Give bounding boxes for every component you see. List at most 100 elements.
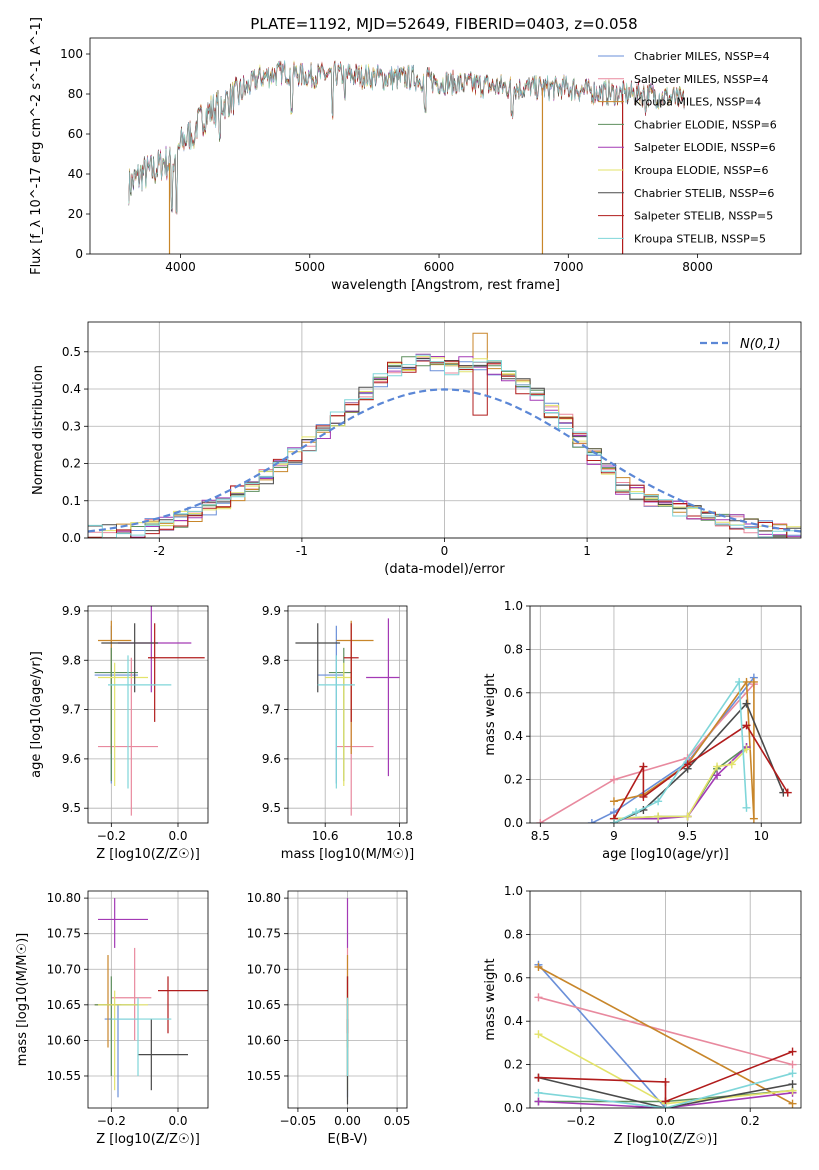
x-tick-label: -2: [153, 544, 165, 558]
errorbar-point-4: [98, 898, 148, 948]
grid: [530, 890, 801, 1109]
legend-label: N(0,1): [740, 337, 781, 352]
grid: [288, 606, 407, 823]
y-tick-label: 9.6: [262, 752, 281, 766]
errorbar-point-5: [98, 662, 148, 787]
weight-series-1: [538, 996, 793, 1066]
y-tick-label: 100: [60, 47, 83, 61]
x-tick-label: 8.5: [531, 829, 550, 843]
y-tick-label: 9.5: [262, 801, 281, 815]
weight-vs-metallicity-panel: −0.2 0.0 0.2 0.0 0.2 0.4 0.6 0.8 1.0 Z [log10(Z/Z…: [483, 884, 802, 1147]
x-axis-label: Z [log10(Z/Z☉)]: [96, 847, 200, 862]
weight-marker: [654, 812, 663, 821]
legend-label-4: Salpeter ELODIE, NSSP=6: [634, 141, 776, 154]
y-axis-label: age [log10(age/yr)]: [29, 651, 44, 778]
weight-marker: [788, 1069, 797, 1078]
y-tick-label: 9.5: [62, 801, 81, 815]
plot-area: [534, 960, 797, 1108]
weight-marker: [749, 677, 758, 686]
x-tick-label: 9: [610, 829, 618, 843]
weight-series-6: [538, 1076, 793, 1108]
weight-marker: [639, 762, 648, 771]
y-tick-label: 0.2: [62, 457, 81, 471]
errorbar-point-1: [336, 657, 374, 816]
y-tick-label: 0.1: [62, 494, 81, 508]
axes-frame: [87, 321, 802, 539]
x-tick-label: −0.2: [97, 1114, 126, 1128]
x-tick-label: 2: [726, 544, 734, 558]
legend-label-8: Kroupa STELIB, NSSP=5: [634, 232, 766, 245]
errorbar-point-3: [94, 647, 138, 782]
y-tick-label: 10.60: [47, 1033, 81, 1047]
grid: [88, 606, 208, 823]
weight-marker: [788, 1060, 797, 1069]
y-tick-label: 0.8: [504, 927, 523, 941]
y-tick-label: 10.70: [247, 962, 281, 976]
plot-area: [88, 332, 801, 538]
histogram-series-8: [88, 354, 801, 538]
errorbar-point-7: [343, 623, 359, 722]
y-axis-label: mass weight: [483, 958, 498, 1040]
errorbar-point-0: [317, 625, 344, 784]
age-vs-metallicity-panel: −0.2 0.0 9.5 9.6 9.7 9.8 9.9 Z [log10(Z/Z☉)] age…: [29, 604, 209, 862]
y-tick-label: 60: [68, 127, 83, 141]
ticks: −0.05 0.00 0.05 10.55 10.60 10.65 10.70 10.75 10…: [247, 891, 411, 1128]
x-tick-label: 10.6: [312, 829, 339, 843]
x-tick-label: 0.0: [168, 1114, 187, 1128]
age-vs-mass-panel: 10.6 10.8 9.5 9.6 9.7 9.8 9.9 mass [log10(M/M☉)…: [262, 604, 414, 862]
weight-marker: [536, 819, 545, 823]
x-tick-label: 0.2: [741, 1114, 760, 1128]
y-tick-label: 10.60: [247, 1033, 281, 1047]
y-tick-label: 0.4: [62, 382, 81, 396]
weight-marker: [661, 1104, 670, 1108]
legend-label-3: Chabrier ELODIE, NSSP=6: [634, 118, 777, 131]
errorbar-point-6: [101, 623, 158, 693]
y-tick-label: 9.9: [62, 604, 81, 618]
weight-marker: [788, 1047, 797, 1056]
x-tick-label: −0.2: [566, 1114, 595, 1128]
weight-series-8: [613, 679, 748, 823]
errorbar-point-4: [366, 618, 400, 777]
weight-marker: [749, 814, 758, 823]
weight-marker: [587, 819, 596, 823]
x-axis-label: Z [log10(Z/Z☉)]: [96, 1132, 200, 1147]
weight-series-5: [613, 748, 748, 820]
x-tick-label: 10: [754, 829, 769, 843]
spectrum-series-8: [128, 60, 685, 214]
y-tick-label: 0.0: [504, 1101, 523, 1115]
errorbar-point-8: [111, 997, 172, 1076]
grid: [88, 891, 208, 1108]
errorbar-point-7: [148, 623, 205, 722]
axes-frame: [87, 605, 209, 824]
weight-series-2: [613, 679, 755, 819]
x-axis-label: mass [log10(M/M☉)]: [281, 847, 414, 862]
errorbar-point-5: [325, 662, 352, 787]
weight-series-1: [539, 683, 755, 823]
y-tick-label: 0.2: [504, 1058, 523, 1072]
ticks: −0.2 0.0 9.5 9.6 9.7 9.8 9.9: [62, 604, 188, 843]
plot-area: [295, 618, 400, 816]
x-axis-label: Z [log10(Z/Z☉)]: [614, 1132, 718, 1147]
legend-label-2: Kroupa MILES, NSSP=4: [634, 96, 761, 109]
y-tick-label: 9.8: [62, 653, 81, 667]
weight-marker: [783, 788, 792, 797]
y-tick-label: 10.55: [47, 1069, 81, 1083]
axes-frame: [287, 890, 408, 1109]
x-tick-label: 0.0: [168, 829, 187, 843]
y-tick-label: 9.9: [262, 604, 281, 618]
weight-marker: [713, 762, 722, 771]
y-tick-label: 0.4: [504, 1014, 523, 1028]
weight-marker: [788, 1080, 797, 1089]
errorbar-point-7: [158, 976, 208, 1034]
x-tick-label: 9.5: [678, 829, 697, 843]
y-axis-label: mass [log10(M/M☉)]: [15, 933, 30, 1066]
x-tick-label: 1: [583, 544, 591, 558]
x-tick-label: 10.8: [386, 829, 413, 843]
x-axis-label: (data-model)/error: [384, 562, 505, 577]
errorbar-point-8: [317, 655, 355, 789]
x-tick-label: 0.00: [334, 1114, 361, 1128]
x-axis-label: age [log10(age/yr)]: [602, 847, 729, 862]
weight-marker: [742, 699, 751, 708]
figure-title: PLATE=1192, MJD=52649, FIBERID=0403, z=0…: [250, 15, 637, 33]
x-tick-label: 0.05: [384, 1114, 411, 1128]
